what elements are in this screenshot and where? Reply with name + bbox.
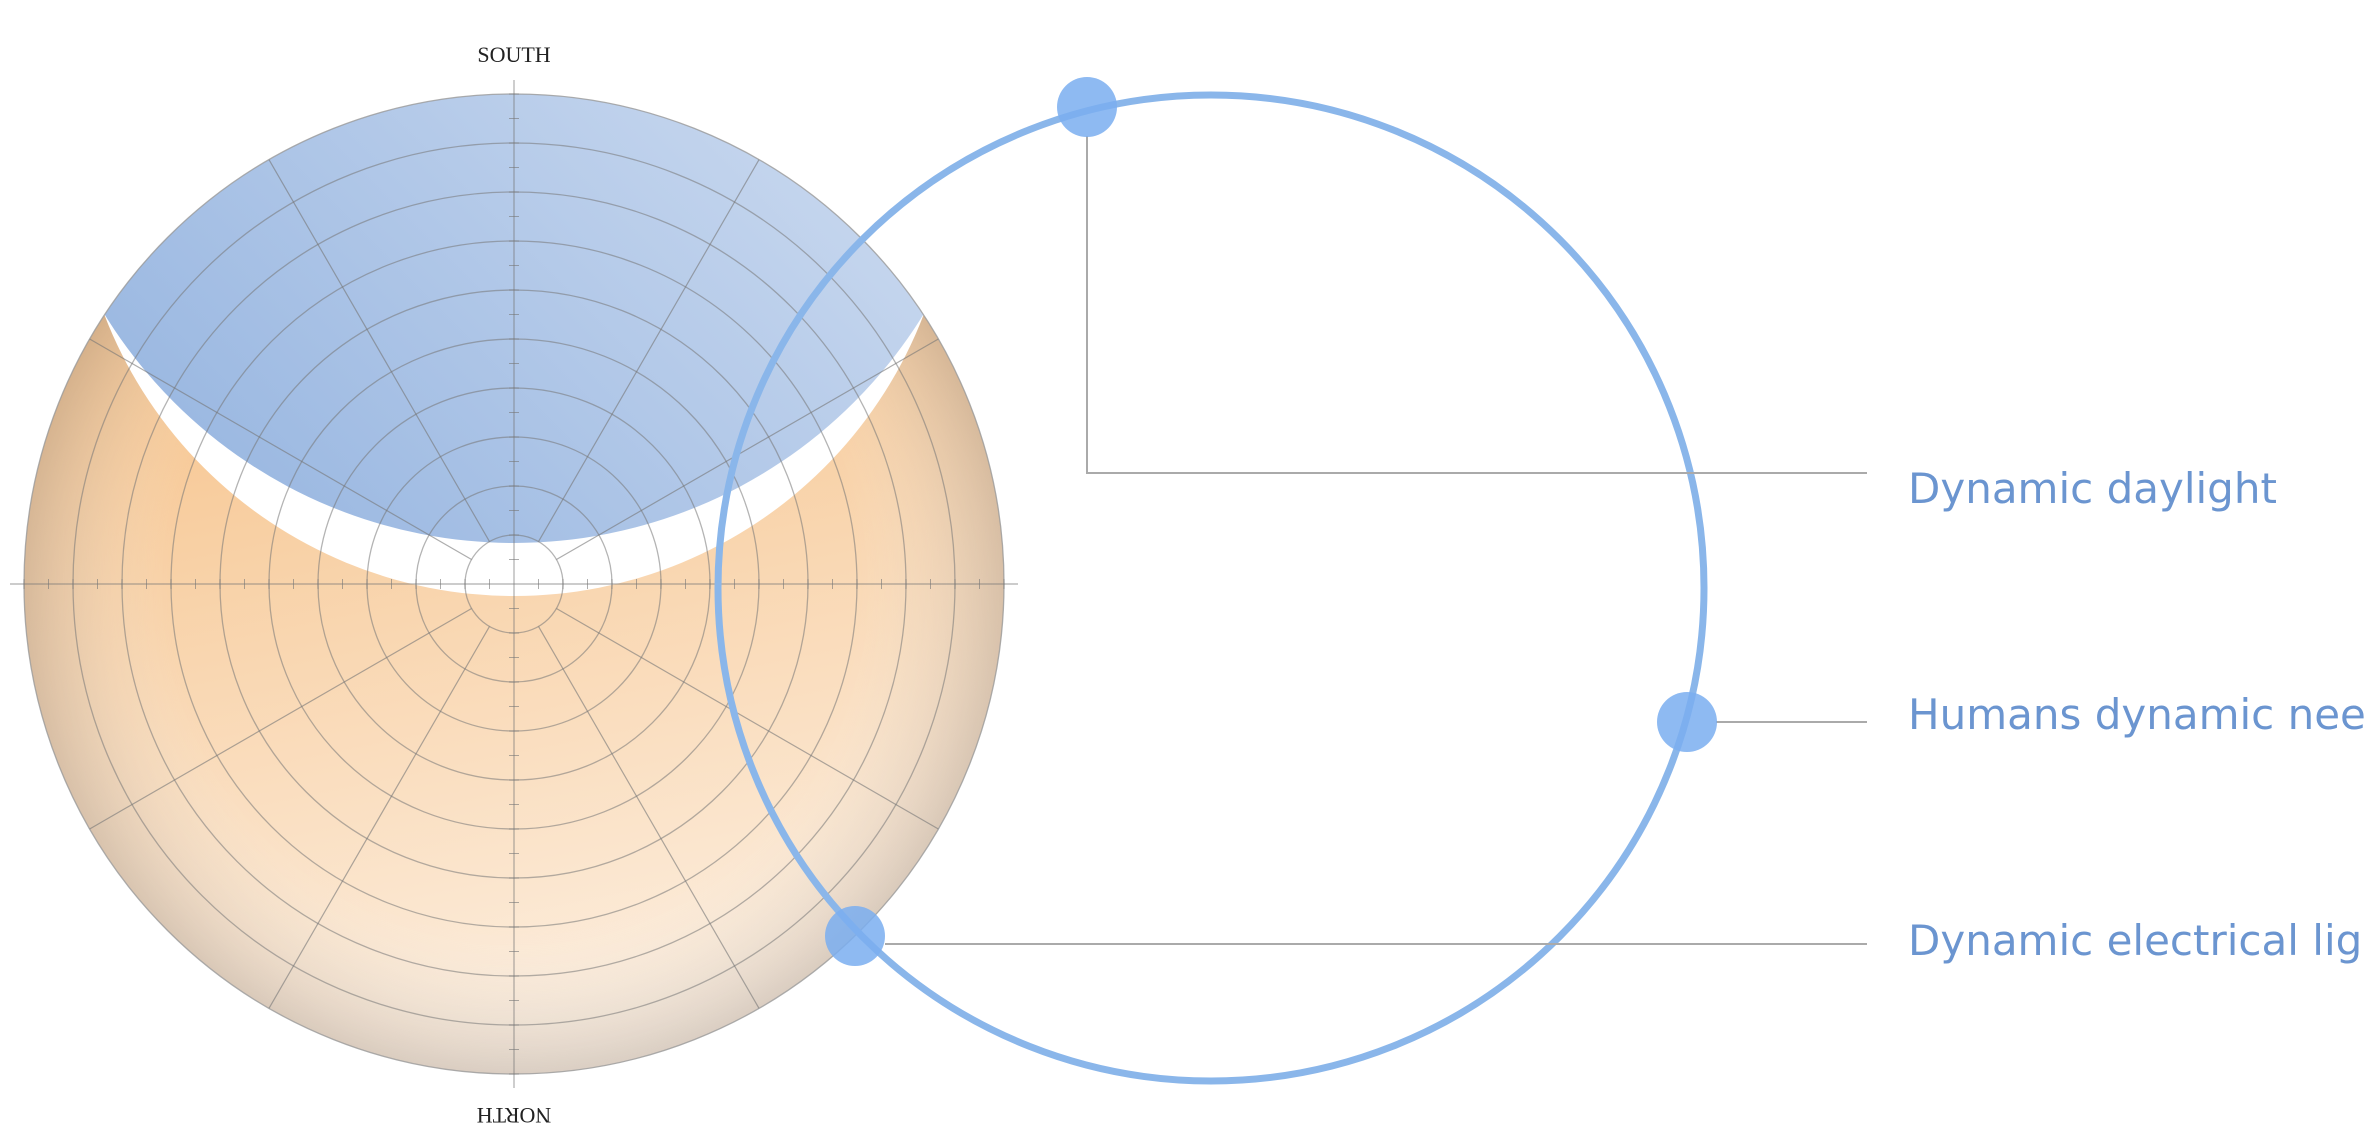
grid-spoke	[268, 626, 491, 1009]
grid-spoke	[268, 159, 491, 542]
grid-spoke	[89, 338, 472, 561]
label: Dynamic daylight	[1908, 464, 2277, 513]
cycle-circle	[714, 91, 1708, 1085]
node-dot	[1657, 692, 1717, 752]
node-dot	[1057, 77, 1117, 137]
blue-area	[33, 94, 995, 543]
label: Humans dynamic needs	[1908, 690, 2365, 739]
label: Dynamic electrical light	[1908, 916, 2365, 965]
grid-spoke	[89, 607, 472, 830]
grid-spoke	[556, 607, 939, 830]
south-label: SOUTH	[477, 42, 550, 67]
connector	[1086, 136, 1867, 474]
node-dot	[825, 906, 885, 966]
grid-spoke	[537, 626, 760, 1009]
polar-grid	[10, 80, 1018, 1088]
north-label: NORTH	[477, 1103, 552, 1124]
sun-path-areas	[24, 94, 1004, 1074]
grid-spoke	[537, 159, 760, 542]
grid-spoke	[556, 338, 939, 561]
